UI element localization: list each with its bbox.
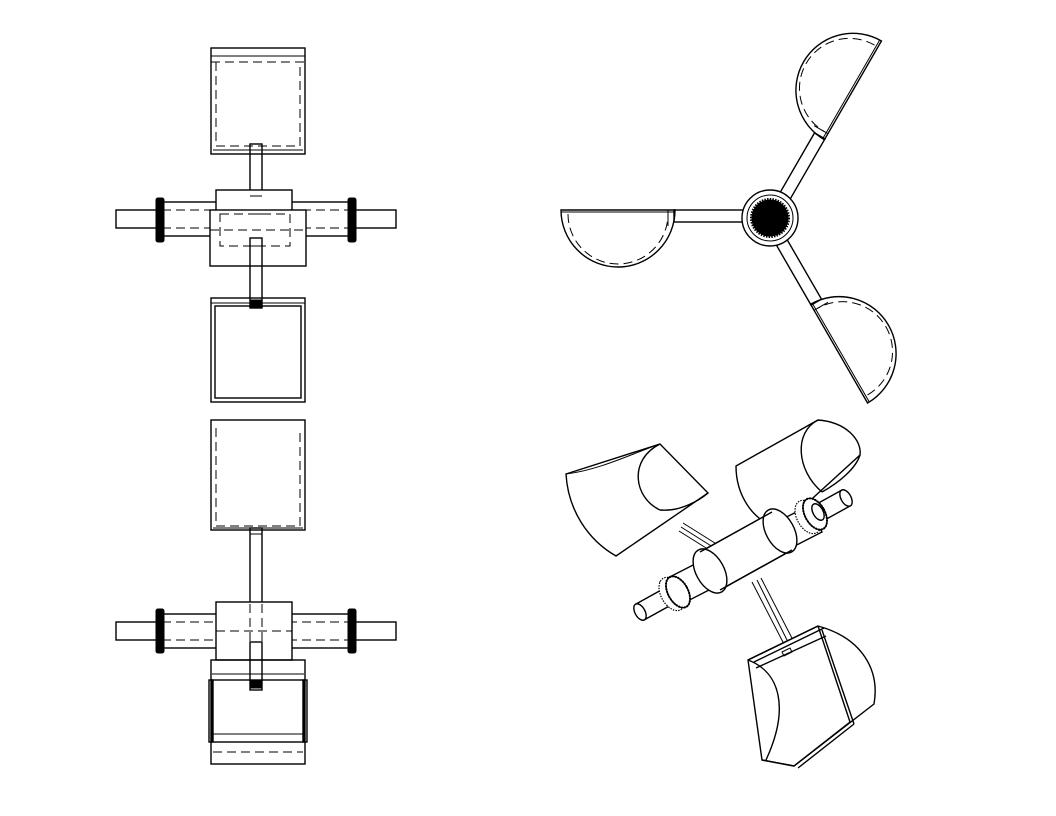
lock-nut-left bbox=[155, 197, 165, 243]
lock-nut-right bbox=[794, 497, 829, 535]
side-view-bottom bbox=[115, 419, 397, 765]
upper-cup bbox=[210, 419, 306, 531]
hub bbox=[215, 601, 293, 661]
cup-upper bbox=[735, 419, 861, 529]
lock-nut-left bbox=[658, 575, 692, 612]
cup-lower bbox=[747, 625, 876, 769]
lower-cup bbox=[210, 297, 306, 403]
upper-cup bbox=[210, 47, 306, 155]
side-view-top bbox=[115, 47, 397, 403]
cup-lower-right bbox=[777, 32, 883, 203]
lock-nut-left bbox=[155, 608, 165, 654]
hub bbox=[692, 508, 798, 594]
top-view bbox=[560, 32, 897, 404]
upper-arm bbox=[249, 527, 263, 605]
arm-lower bbox=[751, 577, 796, 649]
lower-arm bbox=[249, 237, 263, 309]
hub bbox=[741, 189, 799, 247]
cup-left bbox=[560, 209, 747, 268]
isometric-view bbox=[565, 419, 876, 769]
cup-upper-right bbox=[774, 235, 897, 404]
lock-nut-right bbox=[347, 197, 357, 243]
lock-nut-right bbox=[347, 608, 357, 654]
hub bbox=[209, 189, 307, 267]
lower-cup bbox=[208, 659, 308, 765]
cup-left bbox=[565, 443, 710, 557]
